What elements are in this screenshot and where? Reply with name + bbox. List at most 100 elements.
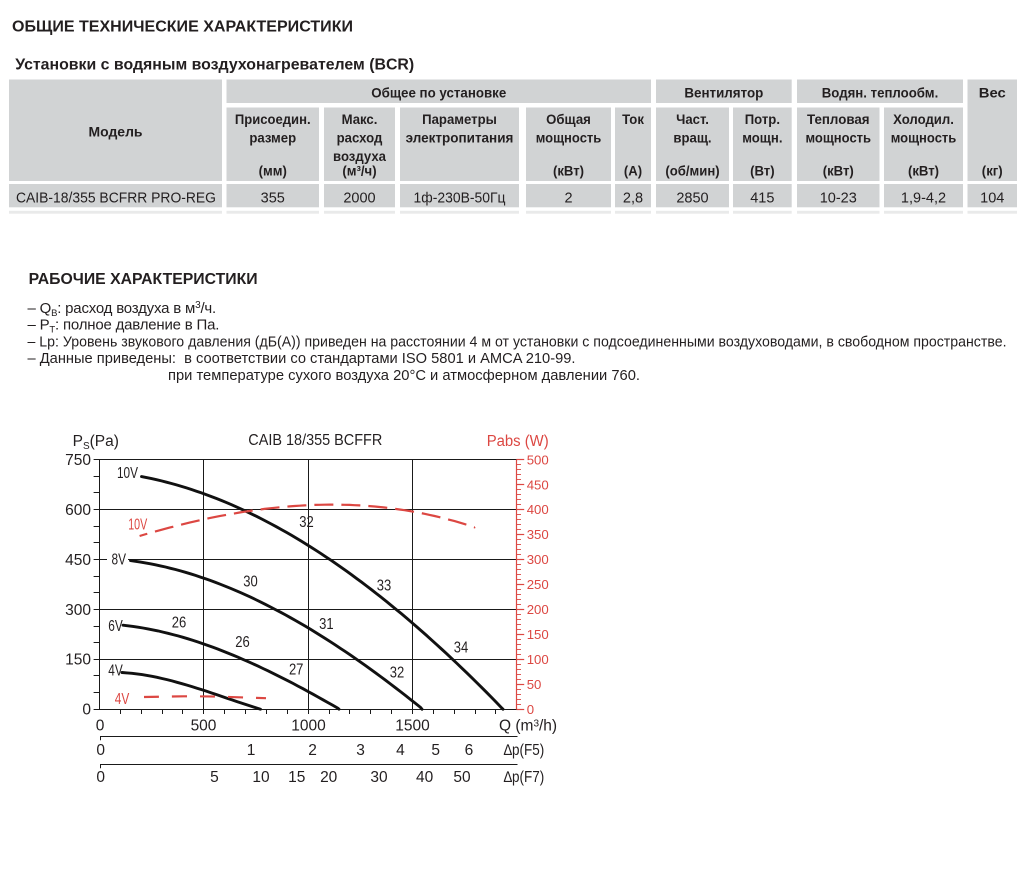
svg-text:500: 500 (527, 452, 549, 467)
svg-text:6V: 6V (108, 618, 123, 635)
svg-text:(м³/ч): (м³/ч) (342, 162, 376, 178)
svg-text:мощность: мощность (536, 130, 602, 146)
svg-text:(мм): (мм) (259, 162, 287, 178)
svg-text:50: 50 (453, 769, 471, 786)
svg-text:расход: расход (337, 130, 383, 146)
svg-text:150: 150 (527, 627, 549, 642)
svg-text:300: 300 (65, 602, 91, 619)
svg-text:2850: 2850 (676, 191, 708, 207)
svg-text:32: 32 (390, 665, 405, 682)
svg-text:6: 6 (465, 742, 474, 759)
svg-text:500: 500 (191, 717, 217, 734)
svg-text:мощность: мощность (891, 130, 957, 146)
svg-text:∆p(F5): ∆p(F5) (504, 742, 545, 759)
svg-text:750: 750 (65, 452, 91, 469)
svg-text:Установки с водяным воздухонаг: Установки с водяным воздухонагревателем … (15, 57, 414, 74)
svg-text:4V: 4V (108, 663, 123, 680)
svg-text:30: 30 (243, 574, 258, 591)
svg-text:(Вт): (Вт) (750, 162, 775, 178)
svg-text:∆p(F7): ∆p(F7) (504, 769, 545, 786)
svg-text:33: 33 (377, 578, 392, 595)
svg-text:0: 0 (96, 769, 105, 786)
svg-text:Присоедин.: Присоедин. (235, 111, 311, 127)
svg-text:31: 31 (319, 616, 334, 633)
svg-text:10: 10 (252, 769, 270, 786)
svg-text:34: 34 (454, 640, 469, 657)
svg-text:Холодил.: Холодил. (893, 111, 954, 127)
svg-text:электропитания: электропитания (406, 130, 514, 146)
svg-text:4: 4 (396, 742, 405, 759)
svg-text:3: 3 (356, 742, 365, 759)
svg-text:ОБЩИЕ ТЕХНИЧЕСКИЕ ХАРАКТЕРИСТИ: ОБЩИЕ ТЕХНИЧЕСКИЕ ХАРАКТЕРИСТИКИ (12, 19, 353, 36)
svg-text:10-23: 10-23 (820, 191, 857, 207)
svg-text:1500: 1500 (395, 717, 430, 734)
svg-text:(кВт): (кВт) (823, 162, 854, 178)
svg-text:1,9-4,2: 1,9-4,2 (901, 191, 946, 207)
svg-text:8V: 8V (112, 552, 127, 569)
svg-text:300: 300 (527, 552, 549, 567)
svg-text:450: 450 (527, 477, 549, 492)
svg-text:400: 400 (527, 502, 549, 517)
svg-text:5: 5 (210, 769, 219, 786)
svg-text:Параметры: Параметры (422, 111, 497, 127)
svg-text:Тепловая: Тепловая (807, 111, 870, 127)
svg-text:0: 0 (96, 742, 105, 759)
svg-text:0: 0 (527, 702, 534, 717)
svg-text:450: 450 (65, 552, 91, 569)
svg-text:(кВт): (кВт) (908, 162, 939, 178)
svg-text:250: 250 (527, 577, 549, 592)
svg-text:200: 200 (527, 602, 549, 617)
svg-text:1000: 1000 (291, 717, 326, 734)
svg-text:Вес: Вес (979, 85, 1006, 101)
svg-text:(об/мин): (об/мин) (665, 162, 719, 178)
svg-text:0: 0 (82, 702, 91, 719)
svg-text:1: 1 (247, 742, 256, 759)
svg-text:Вентилятор: Вентилятор (684, 85, 763, 101)
svg-text:CAIB 18/355 BCFFR: CAIB 18/355 BCFFR (248, 432, 382, 449)
svg-text:20: 20 (320, 769, 338, 786)
svg-text:355: 355 (261, 191, 285, 207)
svg-text:– PТ: полное давление в Па.: – PТ: полное давление в Па. (28, 317, 220, 336)
svg-text:2: 2 (308, 742, 317, 759)
svg-text:100: 100 (527, 652, 549, 667)
svg-text:(А): (А) (624, 162, 642, 178)
svg-text:10V: 10V (128, 517, 147, 534)
svg-text:мощность: мощность (805, 130, 871, 146)
svg-text:600: 600 (65, 502, 91, 519)
svg-text:2000: 2000 (343, 191, 375, 207)
svg-text:при температуре сухого воздуха: при температуре сухого воздуха 20°C и ат… (168, 367, 640, 384)
svg-text:Модель: Модель (89, 124, 143, 140)
svg-text:Общая: Общая (546, 111, 591, 127)
svg-text:104: 104 (980, 191, 1004, 207)
svg-text:(кг): (кг) (982, 162, 1003, 178)
svg-text:1ф-230В-50Гц: 1ф-230В-50Гц (414, 191, 506, 207)
svg-text:Pabs (W): Pabs (W) (487, 433, 549, 450)
svg-text:– Lp: Уровень звукового давлен: – Lp: Уровень звукового давления (дБ(А))… (28, 333, 1007, 350)
svg-text:50: 50 (527, 677, 542, 692)
svg-text:Ток: Ток (622, 111, 645, 127)
svg-text:Водян. теплообм.: Водян. теплообм. (822, 85, 939, 101)
svg-text:РАБОЧИЕ ХАРАКТЕРИСТИКИ: РАБОЧИЕ ХАРАКТЕРИСТИКИ (29, 271, 258, 288)
svg-text:Макс.: Макс. (342, 111, 378, 127)
svg-text:CAIB-18/355 BCFRR PRO-REG: CAIB-18/355 BCFRR PRO-REG (16, 191, 216, 207)
svg-text:Q (m3/h): Q (m3/h) (499, 717, 557, 734)
svg-text:26: 26 (172, 615, 187, 632)
svg-text:27: 27 (289, 662, 304, 679)
svg-text:15: 15 (288, 769, 305, 786)
svg-text:30: 30 (370, 769, 388, 786)
svg-text:4V: 4V (115, 691, 130, 708)
svg-text:вращ.: вращ. (673, 130, 711, 146)
svg-text:PS(Pa): PS(Pa) (73, 433, 119, 452)
svg-text:Общее по установке: Общее по установке (371, 85, 506, 101)
svg-text:2,8: 2,8 (623, 191, 643, 207)
svg-text:Част.: Част. (676, 111, 709, 127)
svg-text:Потр.: Потр. (745, 111, 780, 127)
svg-text:– Данные приведены: в соответ: – Данные приведены: в соответствии со ст… (28, 350, 576, 367)
svg-text:150: 150 (65, 652, 91, 669)
svg-text:2: 2 (564, 191, 572, 207)
svg-text:415: 415 (750, 191, 774, 207)
svg-text:26: 26 (235, 634, 250, 651)
svg-text:воздуха: воздуха (333, 148, 386, 164)
svg-text:(кВт): (кВт) (553, 162, 584, 178)
svg-text:40: 40 (416, 769, 434, 786)
